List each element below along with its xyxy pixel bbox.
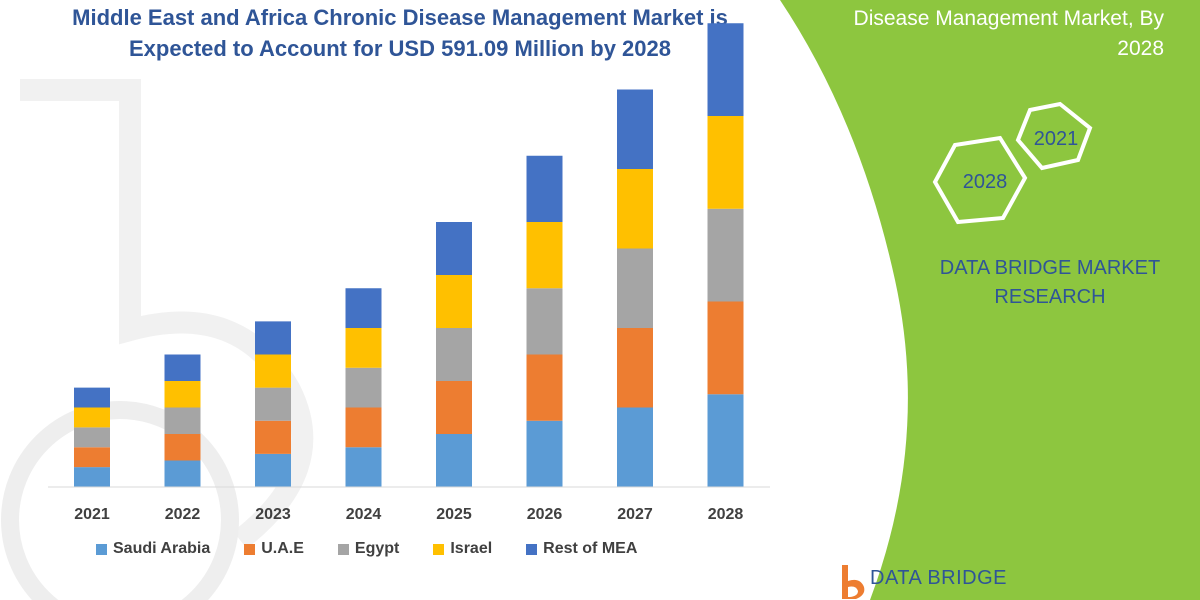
legend-item-egypt: Egypt — [337, 540, 400, 558]
bar-segment-2027-saudi-arabia — [617, 407, 653, 487]
bar-segment-2028-egypt — [707, 208, 744, 302]
side-panel-background — [780, 0, 1200, 600]
bar-segment-2023-u-a-e — [255, 420, 291, 454]
logo-mark-icon — [842, 565, 865, 599]
bar-segment-2025-egypt — [436, 328, 472, 381]
bar-segment-2023-egypt — [255, 387, 291, 421]
legend-item-rest-of-mea: Rest of MEA — [526, 540, 637, 558]
bar-segment-2027-israel — [617, 169, 653, 249]
stacked-bar-chart: 2021 2022 2023 2024 2025 2026 2027 2028 — [48, 23, 770, 523]
chart-title: Middle East and Africa Chronic Disease M… — [40, 2, 760, 64]
bar-segment-2021-rest-of-mea — [74, 387, 110, 408]
x-tick-label-2022: 2022 — [165, 506, 201, 523]
legend-swatch — [526, 543, 538, 555]
side-panel-title-line2: 2028 — [1117, 37, 1164, 60]
bar-segment-2021-u-a-e — [74, 447, 110, 468]
bar-segment-2025-u-a-e — [436, 381, 472, 434]
bar-segment-2022-saudi-arabia — [164, 460, 201, 487]
x-tick-label-2024: 2024 — [346, 506, 382, 523]
brand-name-line2: RESEARCH — [994, 286, 1106, 308]
legend-swatch — [337, 543, 349, 555]
bar-segment-2027-egypt — [617, 248, 653, 328]
side-panel-title: Disease Management Market, By 2028 — [804, 4, 1164, 64]
company-logo: DATA BRIDGE — [838, 563, 1038, 600]
bar-segment-2021-saudi-arabia — [74, 467, 110, 487]
bar-segment-2024-egypt — [345, 367, 382, 408]
legend-label: Saudi Arabia — [113, 540, 211, 557]
bar-segment-2028-israel — [707, 116, 744, 209]
bars-group — [74, 23, 744, 487]
legend-label: U.A.E — [261, 540, 304, 557]
bar-segment-2024-israel — [345, 328, 382, 368]
bar-segment-2023-israel — [255, 354, 291, 388]
x-tick-label-2025: 2025 — [436, 506, 472, 523]
legend-label: Egypt — [354, 540, 400, 557]
bar-segment-2026-rest-of-mea — [526, 155, 563, 222]
bar-segment-2022-egypt — [164, 407, 201, 434]
bar-segment-2024-u-a-e — [345, 407, 382, 448]
bar-segment-2022-rest-of-mea — [164, 354, 201, 381]
legend-label: Israel — [450, 540, 493, 557]
bar-segment-2022-u-a-e — [164, 434, 201, 461]
bar-segment-2027-u-a-e — [617, 328, 653, 408]
logo-text: DATA BRIDGE — [870, 567, 1008, 589]
hexagon-top-label: 2021 — [1034, 128, 1079, 150]
watermark-logo-circle — [1, 401, 239, 600]
bar-segment-2025-saudi-arabia — [436, 434, 472, 487]
bar-segment-2021-egypt — [74, 427, 110, 448]
x-tick-label-2023: 2023 — [255, 506, 291, 523]
legend-item-u-a-e: U.A.E — [244, 540, 304, 558]
hexagon-bottom-label: 2028 — [963, 171, 1008, 193]
side-panel-title-line1: Disease Management Market, By — [853, 7, 1164, 30]
bar-segment-2023-rest-of-mea — [255, 321, 291, 355]
x-tick-label-2026: 2026 — [527, 506, 563, 523]
bar-segment-2028-rest-of-mea — [707, 23, 744, 116]
legend-item-saudi-arabia: Saudi Arabia — [96, 540, 210, 558]
bar-segment-2021-israel — [74, 407, 110, 428]
bar-segment-2022-israel — [164, 381, 201, 408]
x-tick-label-2028: 2028 — [708, 506, 744, 523]
bar-segment-2025-rest-of-mea — [436, 222, 472, 275]
legend-swatch — [244, 543, 256, 555]
bar-segment-2026-israel — [526, 222, 563, 289]
hexagon-top — [1015, 101, 1093, 171]
legend-label: Rest of MEA — [543, 540, 638, 557]
legend: Saudi Arabia U.A.E Egypt Israel Rest of MEA — [96, 540, 671, 558]
brand-name: DATA BRIDGE MARKET RESEARCH — [925, 254, 1175, 312]
x-tick-label-2027: 2027 — [617, 506, 653, 523]
bar-segment-2027-rest-of-mea — [617, 89, 653, 169]
x-tick-label-2021: 2021 — [74, 506, 110, 523]
bar-segment-2024-rest-of-mea — [345, 288, 382, 328]
bar-segment-2026-egypt — [526, 288, 563, 355]
bar-segment-2026-u-a-e — [526, 354, 563, 421]
legend-swatch — [433, 543, 445, 555]
brand-name-line1: DATA BRIDGE MARKET — [939, 257, 1161, 279]
bar-segment-2028-saudi-arabia — [707, 394, 744, 487]
bar-segment-2028-u-a-e — [707, 301, 744, 395]
legend-swatch — [96, 543, 107, 555]
chart-title-line2: Expected to Account for USD 591.09 Milli… — [129, 36, 671, 61]
hexagon-bottom — [932, 135, 1028, 225]
chart-title-line1: Middle East and Africa Chronic Disease M… — [72, 5, 728, 30]
legend-item-israel: Israel — [433, 540, 492, 558]
bar-segment-2023-saudi-arabia — [255, 453, 291, 487]
bar-segment-2024-saudi-arabia — [345, 447, 382, 487]
x-tick-labels: 2021 2022 2023 2024 2025 2026 2027 2028 — [74, 506, 743, 523]
bar-segment-2025-israel — [436, 275, 472, 328]
bar-segment-2026-saudi-arabia — [526, 420, 563, 487]
